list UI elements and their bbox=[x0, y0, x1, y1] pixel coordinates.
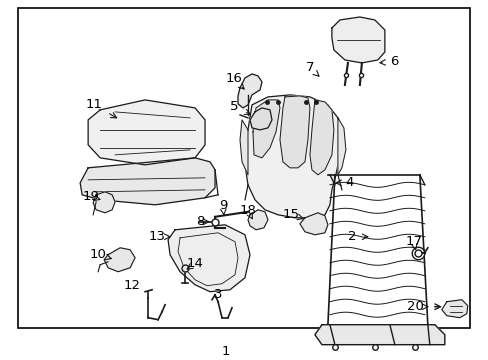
Polygon shape bbox=[331, 17, 384, 63]
Polygon shape bbox=[252, 100, 280, 158]
Text: 4: 4 bbox=[345, 176, 353, 189]
Text: 5: 5 bbox=[229, 100, 238, 113]
Text: 13: 13 bbox=[148, 230, 165, 243]
Text: 17: 17 bbox=[405, 235, 422, 248]
Text: 11: 11 bbox=[85, 98, 102, 111]
Text: 7: 7 bbox=[305, 62, 314, 75]
Text: 8: 8 bbox=[196, 215, 204, 228]
Text: 15: 15 bbox=[282, 208, 299, 221]
Text: 6: 6 bbox=[389, 55, 397, 68]
Text: 1: 1 bbox=[222, 345, 230, 358]
Text: 3: 3 bbox=[213, 288, 222, 301]
Text: 20: 20 bbox=[407, 300, 424, 313]
Polygon shape bbox=[309, 100, 333, 175]
Text: 16: 16 bbox=[225, 72, 242, 85]
Polygon shape bbox=[80, 158, 215, 205]
Text: 19: 19 bbox=[82, 190, 100, 203]
Polygon shape bbox=[314, 325, 444, 345]
Text: 9: 9 bbox=[219, 199, 227, 212]
Polygon shape bbox=[168, 225, 249, 292]
Polygon shape bbox=[299, 213, 327, 235]
Text: 2: 2 bbox=[347, 230, 355, 243]
Polygon shape bbox=[441, 300, 467, 318]
Polygon shape bbox=[238, 74, 262, 108]
Text: 18: 18 bbox=[239, 204, 256, 217]
Polygon shape bbox=[104, 248, 135, 272]
Text: 12: 12 bbox=[123, 279, 141, 292]
Polygon shape bbox=[247, 210, 267, 230]
Polygon shape bbox=[337, 118, 345, 175]
Polygon shape bbox=[249, 108, 271, 130]
Text: 10: 10 bbox=[89, 248, 106, 261]
Polygon shape bbox=[93, 192, 115, 213]
Bar bbox=[18, 8, 469, 328]
Polygon shape bbox=[280, 96, 309, 168]
Polygon shape bbox=[244, 95, 341, 218]
Polygon shape bbox=[88, 100, 204, 165]
Text: 14: 14 bbox=[186, 257, 203, 270]
Polygon shape bbox=[240, 120, 247, 175]
